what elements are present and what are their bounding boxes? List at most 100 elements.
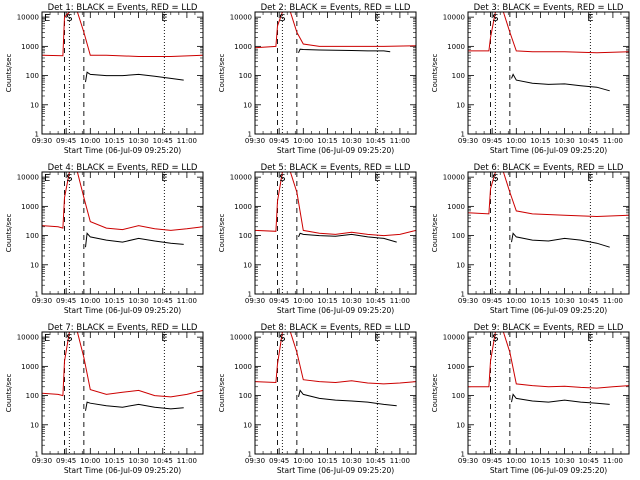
flare-marker-S: S — [66, 13, 72, 24]
flare-marker-E: E — [44, 13, 50, 24]
x-tick-label: 09:45 — [56, 457, 76, 465]
series-line-events — [511, 73, 610, 92]
x-tick-label: 10:30 — [129, 297, 149, 305]
plot-title-1: Det 1: BLACK = Events, RED = LLD — [48, 3, 198, 13]
x-axis-label-3: Start Time (06-Jul-09 09:25:20) — [490, 146, 607, 155]
series-line-events — [85, 232, 184, 248]
series-line-lld — [254, 11, 417, 49]
x-axis-label-6: Start Time (06-Jul-09 09:25:20) — [490, 306, 607, 315]
series-line-lld — [468, 331, 630, 389]
x-axis-label-1: Start Time (06-Jul-09 09:25:20) — [64, 146, 181, 155]
x-tick-label: 10:45 — [153, 457, 173, 465]
y-tick-label: 10 — [243, 421, 252, 429]
x-tick-label: 11:00 — [390, 457, 410, 465]
x-tick-label: 10:15 — [530, 137, 550, 145]
x-tick-label: 10:45 — [579, 457, 599, 465]
x-tick-label: 10:00 — [506, 137, 526, 145]
x-tick-label: 10:45 — [579, 137, 599, 145]
x-tick-label: 10:30 — [129, 137, 149, 145]
plot-frame-5 — [254, 171, 417, 295]
y-axis-label-3: Counts/sec — [431, 54, 439, 93]
y-tick-label: 100 — [452, 232, 465, 240]
x-axis-label-8: Start Time (06-Jul-09 09:25:20) — [277, 466, 394, 475]
flare-marker-E: E — [587, 173, 593, 184]
x-tick-label: 09:30 — [458, 137, 478, 145]
x-tick-label: 10:00 — [80, 457, 100, 465]
y-axis-label-7: Counts/sec — [5, 374, 13, 413]
x-tick-label: 10:45 — [153, 137, 173, 145]
x-tick-label: 10:30 — [342, 137, 362, 145]
series-line-events — [298, 48, 391, 54]
x-tick-label: 10:30 — [555, 297, 575, 305]
x-tick-label: 09:45 — [56, 297, 76, 305]
flare-marker-S: S — [492, 13, 498, 24]
flare-marker-E: E — [161, 333, 167, 344]
series-line-events — [511, 232, 610, 248]
x-tick-label: 09:30 — [32, 137, 52, 145]
plot-title-6: Det 6: BLACK = Events, RED = LLD — [474, 163, 624, 173]
y-tick-label: 10000 — [230, 14, 252, 22]
flare-marker-E: E — [161, 173, 167, 184]
x-tick-label: 11:00 — [390, 137, 410, 145]
x-tick-label: 10:15 — [317, 137, 337, 145]
plot-frame-6 — [467, 171, 630, 295]
y-tick-label: 100 — [452, 392, 465, 400]
plot-frame-4 — [41, 171, 204, 295]
series-line-lld — [41, 171, 204, 231]
y-tick-label: 1000 — [447, 43, 465, 51]
y-tick-label: 10 — [30, 101, 39, 109]
x-tick-label: 11:00 — [177, 457, 197, 465]
x-tick-label: 10:15 — [104, 137, 124, 145]
y-tick-label: 100 — [26, 392, 39, 400]
plot-frame-2 — [254, 11, 417, 135]
x-tick-label: 11:00 — [177, 297, 197, 305]
flare-marker-S: S — [279, 173, 285, 184]
plot-title-7: Det 7: BLACK = Events, RED = LLD — [48, 323, 198, 333]
y-tick-label: 1000 — [234, 203, 252, 211]
y-tick-label: 1 — [248, 131, 252, 139]
y-tick-label: 1000 — [447, 203, 465, 211]
series-line-lld — [468, 11, 630, 54]
y-tick-label: 10000 — [443, 174, 465, 182]
series-line-lld — [467, 171, 630, 218]
y-tick-label: 10000 — [230, 174, 252, 182]
x-tick-label: 09:30 — [245, 297, 265, 305]
x-tick-label: 10:30 — [129, 457, 149, 465]
x-tick-label: 09:30 — [245, 137, 265, 145]
y-axis-label-2: Counts/sec — [218, 54, 226, 93]
series-line-events — [298, 232, 397, 243]
x-tick-label: 11:00 — [603, 297, 623, 305]
x-tick-label: 10:15 — [104, 457, 124, 465]
plot-frame-8 — [254, 331, 417, 455]
x-tick-label: 10:30 — [342, 297, 362, 305]
series-line-events — [85, 71, 184, 83]
x-tick-label: 09:45 — [482, 457, 502, 465]
y-tick-label: 1 — [35, 131, 39, 139]
y-tick-label: 10000 — [17, 14, 39, 22]
y-axis-label-4: Counts/sec — [5, 214, 13, 253]
plot-title-2: Det 2: BLACK = Events, RED = LLD — [261, 3, 411, 13]
x-tick-label: 09:45 — [269, 457, 289, 465]
x-tick-label: 10:45 — [366, 137, 386, 145]
x-tick-label: 10:45 — [153, 297, 173, 305]
y-axis-label-5: Counts/sec — [218, 214, 226, 253]
y-tick-label: 1000 — [21, 363, 39, 371]
y-tick-label: 1000 — [21, 43, 39, 51]
plot-frame-3 — [467, 11, 630, 135]
x-tick-label: 10:15 — [104, 297, 124, 305]
x-tick-label: 10:00 — [293, 297, 313, 305]
y-tick-label: 10 — [243, 101, 252, 109]
x-tick-label: 09:30 — [458, 457, 478, 465]
y-tick-label: 1000 — [447, 363, 465, 371]
x-tick-label: 10:15 — [317, 297, 337, 305]
y-tick-label: 10000 — [443, 334, 465, 342]
flare-marker-S: S — [66, 173, 72, 184]
y-tick-label: 100 — [239, 72, 252, 80]
x-tick-label: 10:45 — [579, 297, 599, 305]
flare-marker-E: E — [374, 13, 380, 24]
y-tick-label: 1 — [35, 451, 39, 459]
y-tick-label: 1 — [248, 291, 252, 299]
x-tick-label: 11:00 — [177, 137, 197, 145]
plot-frame-7 — [41, 331, 204, 455]
